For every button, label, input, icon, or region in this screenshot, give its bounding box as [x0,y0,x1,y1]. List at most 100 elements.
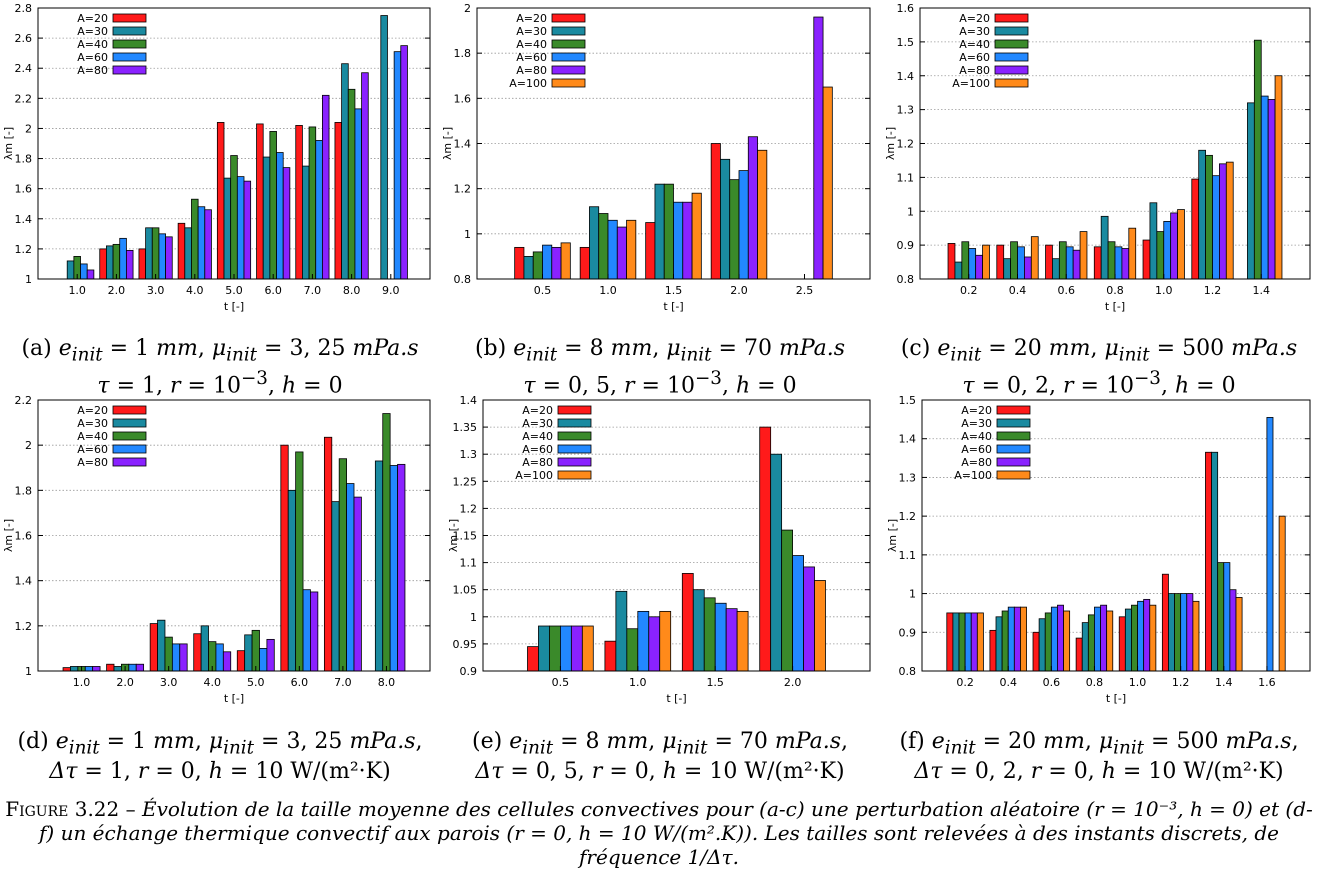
subcaption-line-1: (b) einit = 8 mm, μinit = 70 mPa.s [474,336,846,366]
x-tick-label: 1.0 [629,676,647,689]
bar-A40-3.0 [164,636,173,672]
bar-A40-5.0 [251,629,260,672]
legend-swatch [557,431,592,441]
bar-A30-0.8 [1100,215,1109,280]
bar-A80-0.2 [975,254,983,280]
bar-A40-7.0 [338,458,347,672]
legend-swatch [996,444,1031,454]
bar-A60-3.0 [171,643,181,672]
bar-A40-5.0 [230,155,238,280]
chart-panel-a: 1 1.2 1.4 1.6 1.8 2 2.2 2.4 2.6 2.8 1.0 2.0 3.0 4.0 5.… [0,0,440,320]
legend-swatch [994,52,1029,62]
bar-A60-2.0 [119,237,127,280]
legend-label: A=20 [77,404,108,417]
legend-label: A=30 [961,417,992,430]
bar-A40-2.0 [112,243,121,280]
legend-swatch [994,39,1029,49]
x-tick-label: 0.6 [1058,284,1076,297]
bar-A20-0.4 [996,244,1005,280]
chart-panel-f: 0.8 0.9 1 1.1 1.2 1.3 1.4 1.5 0.2 0.4 0.6 0.8 1.0 1.2… [880,392,1318,712]
bar-A60-2.0 [792,555,804,672]
bar-A60-1.0 [607,219,618,280]
x-tick-label: 5.0 [225,284,243,297]
bar-A30-7.0 [302,165,310,280]
bar-A20-4.0 [193,633,202,672]
bar-A30-4.0 [184,227,192,280]
bar-A30-1.0 [589,206,600,280]
y-tick-label: 0.8 [899,665,917,678]
x-tick-label: 1.4 [1253,284,1271,297]
x-tick-label: 2.0 [730,284,748,297]
bar-A100-1.6 [1278,515,1286,672]
legend-label: A=100 [515,469,553,482]
bar-A40-0.6 [1044,612,1052,672]
bar-A20-0.2 [947,243,956,280]
legend-label: A=60 [959,51,990,64]
y-axis-label: λm [-] [2,519,15,552]
bar-A40-1.4 [1253,39,1262,280]
bar-A20-4.0 [177,222,186,280]
bar-A20-0.5 [527,646,539,672]
bar-A20-1.0 [579,246,590,280]
legend-swatch [112,26,147,36]
legend-label: A=30 [522,417,553,430]
legend-swatch [557,444,592,454]
x-axis-label: t [-] [1106,692,1126,705]
y-tick-label: 1.6 [15,183,33,196]
legend-label: A=20 [522,404,553,417]
plot-frame [37,399,431,672]
bar-A40-1.0 [626,628,639,672]
bar-A60-2.0 [128,663,137,672]
y-tick-label: 1.05 [453,584,478,597]
bar-A30-0.4 [1003,258,1011,280]
x-tick-label: 6.0 [291,676,309,689]
y-axis-label: λm [-] [441,127,454,160]
bar-A20-1.0 [604,640,617,672]
bar-A40-0.8 [1107,241,1116,280]
bar-A20-2.0 [106,663,115,672]
bar-A60-1.5 [673,201,684,280]
subcaption-line-1: (c) einit = 20 mm, μinit = 500 mPa.s [900,336,1298,366]
y-tick-label: 1.4 [454,138,472,151]
bar-A80-7.0 [321,94,330,280]
legend-swatch [994,65,1029,75]
subcaption-d: (d) einit = 1 mm, μinit = 3, 25 mPa.s, Δτ… [0,729,440,784]
bar-A60-6.0 [276,152,284,280]
bar-A20-5.0 [216,122,225,280]
subcaption-line-1: (a) einit = 1 mm, μinit = 3, 25 mPa.s [21,336,419,366]
subcaption-line-1: (d) einit = 1 mm, μinit = 3, 25 mPa.s, [17,729,423,759]
y-tick-label: 1.2 [899,510,917,523]
y-tick-label: 1.5 [897,36,915,49]
bar-A100-1.5 [736,610,749,672]
y-tick-label: 1.8 [454,47,472,60]
bar-A30-1.2 [1198,149,1206,280]
bar-A40-6.0 [269,131,277,280]
legend-swatch [994,13,1029,23]
y-tick-label: 0.9 [899,626,917,639]
y-axis-label: λm [-] [886,519,899,552]
y-tick-label: 1 [464,228,471,241]
bar-A30-2.0 [113,666,122,672]
bar-A40-1.5 [703,597,716,672]
bar-A30-0.8 [1081,622,1089,672]
bar-A30-1.5 [654,183,665,280]
bar-A80-1.0 [648,616,661,672]
bar-A60-0.2 [968,248,977,280]
legend-swatch [551,26,586,36]
x-tick-label: 1.2 [1172,676,1190,689]
bar-A60-6.0 [302,589,311,672]
bar-A30-9.0 [380,15,388,280]
x-axis-label: t [-] [224,692,244,705]
y-tick-label: 1.4 [897,70,915,83]
bar-A80-8.0 [397,463,406,672]
bar-A60-8.0 [389,465,398,672]
bar-A60-0.4 [1007,606,1015,672]
legend-swatch [994,78,1029,88]
bar-A30-0.2 [952,612,960,672]
y-tick-label: 2.2 [15,394,33,407]
legend-label: A=80 [77,456,108,469]
x-tick-label: 9.0 [382,284,400,297]
legend-swatch [557,418,592,428]
bar-A80-6.0 [282,167,291,280]
bar-A30-2.0 [106,245,114,280]
